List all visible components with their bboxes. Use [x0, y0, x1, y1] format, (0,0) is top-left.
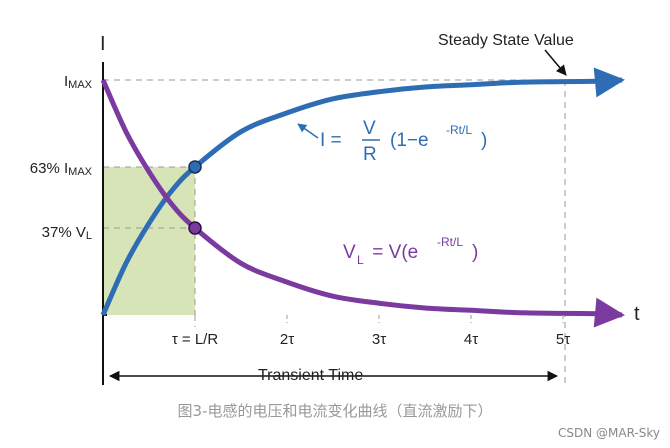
labels: I t Steady State Value Transient Time IM…	[30, 32, 640, 384]
x-tick-label: 5τ	[556, 331, 570, 348]
formula-i-exponent: -Rt/L	[446, 123, 472, 137]
series-layer	[100, 67, 625, 328]
formula-i-open: (1−e	[390, 130, 429, 151]
x-tick-label: 3τ	[372, 331, 386, 348]
formula-v-lhs: V	[343, 242, 356, 263]
formula-i-close: )	[481, 130, 487, 151]
formula-i-pointer	[297, 123, 319, 139]
formula-i-lhs: I =	[320, 130, 342, 151]
formula-i-denominator: R	[363, 144, 377, 165]
current-curve	[100, 67, 625, 317]
steady-state-annotation: Steady State Value	[438, 32, 574, 49]
x-tick-label: 4τ	[464, 331, 478, 348]
voltage-formula: V L = V(e -Rt/L )	[343, 235, 478, 267]
formula-v-lhs-sub: L	[357, 253, 364, 267]
y-tick-label: 63% IMAX	[30, 160, 93, 178]
point-63-percent	[188, 160, 202, 174]
voltage-curve	[100, 78, 625, 328]
formula-i-numerator: V	[363, 118, 376, 139]
transient-time-label: Transient Time	[258, 367, 363, 384]
figure-caption: 图3-电感的电压和电流变化曲线（直流激励下）	[177, 402, 493, 420]
current-formula: I = V R (1−e -Rt/L )	[320, 118, 487, 165]
x-tick-label: 2τ	[280, 331, 294, 348]
formula-v-rhs-close: )	[472, 242, 478, 263]
y-tick-label: IMAX	[64, 73, 93, 91]
formula-v-rhs-open: = V(e	[367, 242, 418, 263]
formula-v-exponent: -Rt/L	[437, 235, 463, 249]
point-37-percent	[188, 221, 202, 235]
highlight-region	[103, 166, 195, 315]
y-axis-label: I	[100, 33, 106, 55]
y-tick-label: 37% VL	[42, 224, 92, 242]
steady-state-pointer	[544, 49, 567, 76]
x-axis-label: t	[634, 303, 640, 325]
x-tick-label: τ = L/R	[172, 331, 219, 348]
watermark: CSDN @MAR-Sky	[557, 426, 660, 440]
time-constant-chart: I t Steady State Value Transient Time IM…	[30, 32, 640, 385]
